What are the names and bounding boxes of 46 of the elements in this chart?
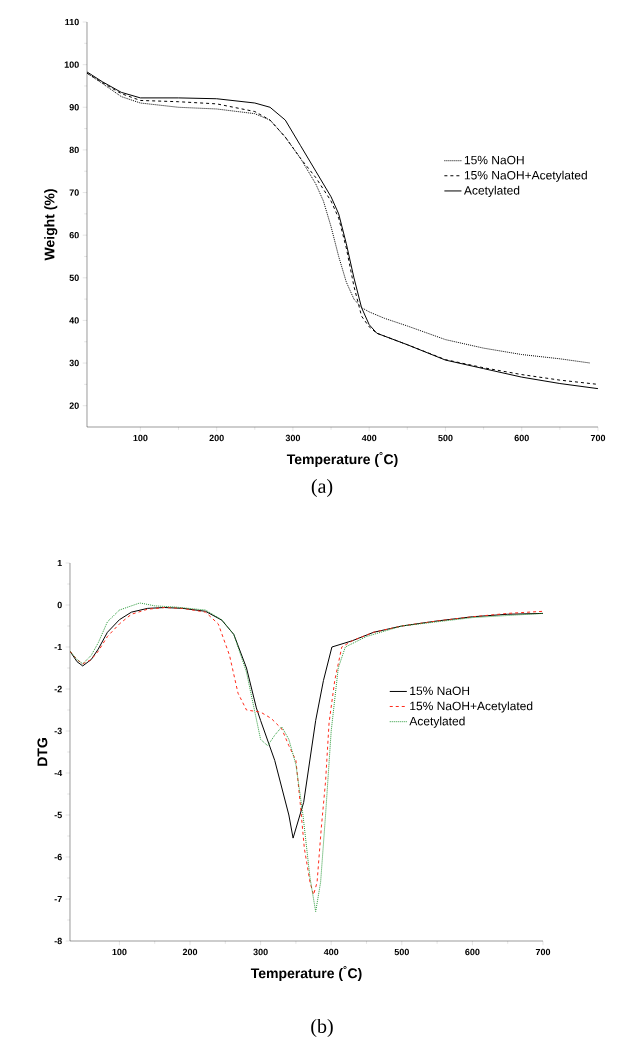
legend-label: 15% NaOH: [464, 155, 524, 165]
y-tick-label: -1: [54, 643, 62, 651]
y-tick-label: -2: [54, 685, 62, 693]
x-tick-label: 100: [133, 434, 148, 442]
x-tick-label: 200: [209, 434, 224, 442]
x-tick-label: 600: [514, 434, 529, 442]
y-tick-label: -6: [54, 853, 62, 861]
x-tick-label: 400: [361, 434, 377, 442]
y-axis-title: Weight (%): [44, 189, 58, 261]
y-tick-label: 90: [69, 104, 79, 111]
y-axis-title: DTG: [37, 738, 48, 766]
y-tick-label: 80: [69, 146, 79, 154]
y-tick-label: 50: [69, 274, 79, 281]
y-tick-label: 110: [65, 18, 79, 26]
x-tick-label: 200: [182, 948, 198, 956]
y-tick-label: -5: [54, 811, 62, 819]
x-axis-title: Temperature ($^{°}$C): [250, 966, 362, 981]
x-tick-label: 700: [535, 948, 551, 956]
y-tick-label: 60: [69, 231, 79, 239]
y-tick-label: 40: [69, 317, 79, 324]
legend-label: Acetylated: [409, 716, 465, 728]
y-tick-label: 70: [69, 189, 79, 196]
y-tick-label: 30: [69, 359, 79, 367]
legend-label: Acetylated: [463, 185, 520, 198]
x-tick-label: 600: [465, 948, 480, 956]
y-tick-label: 20: [69, 402, 79, 409]
legend-label: 15% NaOH: [410, 686, 470, 695]
y-tick-label: -8: [54, 937, 62, 945]
text: (a): [311, 478, 333, 498]
y-tick-label: -4: [54, 769, 63, 777]
legend-label: 15% NaOH+Acetylated: [464, 170, 587, 182]
y-tick-label: -3: [54, 727, 62, 735]
x-tick-label: 300: [285, 434, 301, 442]
x-axis-title: Temperature ($^{°}$C): [286, 452, 398, 468]
x-tick-label: 700: [590, 434, 606, 442]
y-tick-label: 1: [57, 559, 62, 567]
x-tick-label: 100: [112, 948, 127, 956]
x-tick-label: 500: [394, 948, 409, 956]
y-tick-label: -7: [54, 895, 62, 903]
x-tick-label: 300: [253, 948, 268, 956]
legend-label: 15% NaOH+Acetylated: [410, 701, 533, 713]
x-tick-label: 400: [323, 948, 339, 956]
y-tick-label: 100: [64, 61, 79, 68]
x-tick-label: 500: [438, 434, 453, 442]
y-tick-label: 0: [57, 601, 62, 609]
text: (b): [311, 1018, 333, 1038]
